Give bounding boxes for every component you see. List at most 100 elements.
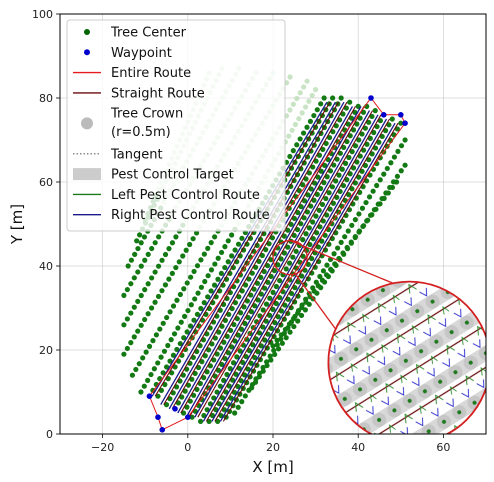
tree-center-point <box>371 129 377 136</box>
tree-center-point <box>217 383 223 389</box>
tree-center-point <box>225 259 231 265</box>
tree-center-point <box>238 378 244 384</box>
tree-center-point <box>379 133 385 140</box>
tree-center-point <box>389 184 396 191</box>
tree-center-point <box>155 263 162 269</box>
tree-center-point <box>344 138 350 145</box>
y-tick-label: 60 <box>39 176 53 189</box>
tree-center-point <box>275 314 281 320</box>
legend-entry-label: (r=0.5m) <box>111 125 171 140</box>
tree-center-point <box>348 115 355 121</box>
tree-center-point <box>334 156 340 162</box>
tree-center-point <box>285 227 291 233</box>
tree-center-point <box>365 217 371 223</box>
tree-center-point <box>197 380 203 387</box>
tree-center-point <box>338 239 344 245</box>
tree-center-point <box>304 209 311 215</box>
tree-center-point <box>294 95 300 102</box>
tree-center-point <box>224 371 230 378</box>
tree-center-point <box>259 252 265 259</box>
tree-center-point <box>362 125 368 131</box>
tree-center-point <box>305 192 311 198</box>
tree-center-point <box>344 177 350 183</box>
tree-center-point <box>124 316 130 322</box>
tree-center-point <box>204 407 210 413</box>
tree-center-point <box>356 228 363 234</box>
right-pest-control-route-line <box>151 101 328 397</box>
tree-center-point <box>248 309 254 315</box>
tree-center-point <box>241 304 247 310</box>
tree-center-point <box>377 118 384 124</box>
tree-center-point <box>315 244 321 250</box>
tree-center-point <box>244 336 250 342</box>
tree-center-point <box>192 408 198 414</box>
tree-center-point <box>285 244 291 250</box>
waypoint-point <box>368 95 374 101</box>
tree-center-point <box>145 311 151 317</box>
tree-center-point <box>287 107 293 113</box>
tree-center-point <box>245 314 251 321</box>
tree-center-point <box>320 146 326 152</box>
tree-center-point <box>265 279 271 285</box>
tree-center-point <box>260 324 266 330</box>
tree-center-point <box>352 234 358 240</box>
legend-handle <box>81 117 93 130</box>
tree-center-point <box>287 153 293 160</box>
tree-center-point <box>297 136 303 142</box>
tree-center-point <box>243 353 249 360</box>
waypoint-point <box>185 414 191 421</box>
tree-center-point <box>384 165 390 172</box>
right-pest-control-route-line <box>194 110 371 418</box>
tree-center-point <box>367 135 373 141</box>
tree-center-point <box>336 172 342 178</box>
tree-center-point <box>201 375 207 381</box>
tree-center-point <box>287 329 293 335</box>
tree-center-point <box>273 300 279 307</box>
straight-route-line <box>163 101 339 405</box>
tree-center-point <box>205 294 211 300</box>
tree-center-point <box>327 168 334 174</box>
tree-center-point <box>160 370 166 376</box>
straight-route-line <box>171 101 348 410</box>
tree-center-point <box>142 287 148 293</box>
tree-center-point <box>229 253 235 259</box>
tree-center-point <box>313 158 319 164</box>
tree-center-point <box>285 296 291 302</box>
tree-center-point <box>309 255 315 262</box>
tree-center-point <box>198 305 204 312</box>
tree-center-point <box>319 277 326 283</box>
tree-center-point <box>197 418 204 424</box>
tree-center-point <box>231 321 237 328</box>
tree-center-point <box>377 201 383 207</box>
tree-center-point <box>155 360 161 366</box>
y-tick-label: 0 <box>46 428 53 441</box>
tree-center-point <box>310 236 316 242</box>
legend-handle <box>73 168 101 181</box>
tree-center-point <box>320 268 327 274</box>
tree-center-point <box>286 260 293 266</box>
tree-center-point <box>352 217 358 223</box>
tree-center-point <box>374 123 380 130</box>
tree-center-point <box>191 392 197 398</box>
tree-center-point <box>287 74 293 80</box>
tree-center-point <box>227 366 233 372</box>
tree-center-point <box>260 307 266 313</box>
tree-center-point <box>372 108 378 114</box>
tree-center-point <box>319 238 325 244</box>
tree-center-point <box>218 249 225 256</box>
tree-center-point <box>282 326 288 333</box>
tree-center-point <box>194 263 201 269</box>
tree-center-point <box>301 84 307 90</box>
tree-center-point <box>352 109 358 115</box>
tree-center-point <box>303 231 309 237</box>
tree-center-point <box>337 188 343 195</box>
tree-center-point <box>180 410 187 416</box>
tree-center-point <box>324 212 330 218</box>
tree-center-point <box>268 357 274 363</box>
tree-center-point <box>261 231 267 237</box>
tree-center-point <box>319 201 326 208</box>
tree-center-point <box>350 127 357 133</box>
tree-center-point <box>232 338 238 344</box>
tree-center-point <box>152 299 158 305</box>
tree-center-point <box>295 209 301 216</box>
